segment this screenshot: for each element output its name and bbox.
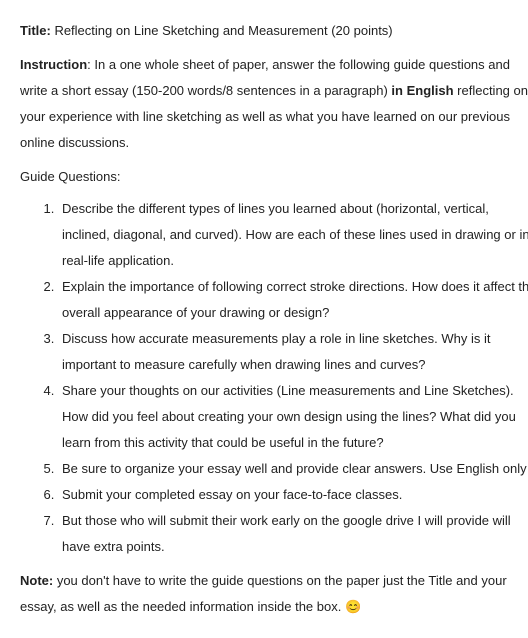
in-english: in English	[391, 83, 453, 98]
guide-heading: Guide Questions:	[20, 164, 528, 190]
note-line-1: Note: you don't have to write the guide …	[20, 568, 528, 594]
title-text: Reflecting on Line Sketching and Measure…	[51, 23, 393, 38]
note-label: Note:	[20, 573, 53, 588]
q3-line-2: important to measure carefully when draw…	[62, 352, 528, 378]
question-6: Submit your completed essay on your face…	[58, 482, 528, 508]
note-text-2: essay, as well as the needed information…	[20, 599, 345, 614]
q7-line-1: But those who will submit their work ear…	[62, 508, 528, 534]
question-7: But those who will submit their work ear…	[58, 508, 528, 560]
title-label: Title:	[20, 23, 51, 38]
note-text-1: you don't have to write the guide questi…	[53, 573, 506, 588]
smile-icon: 😊	[345, 599, 361, 614]
note-line-2: essay, as well as the needed information…	[20, 594, 528, 620]
q6-line-1: Submit your completed essay on your face…	[62, 482, 528, 508]
q1-line-2: inclined, diagonal, and curved). How are…	[62, 222, 528, 248]
q4-line-1: Share your thoughts on our activities (L…	[62, 378, 528, 404]
q3-line-1: Discuss how accurate measurements play a…	[62, 326, 528, 352]
q1-line-3: real-life application.	[62, 248, 528, 274]
question-3: Discuss how accurate measurements play a…	[58, 326, 528, 378]
instruction-line-2: write a short essay (150-200 words/8 sen…	[20, 78, 528, 104]
instruction-text-1: : In a one whole sheet of paper, answer …	[87, 57, 510, 72]
question-4: Share your thoughts on our activities (L…	[58, 378, 528, 456]
title-line: Title: Reflecting on Line Sketching and …	[20, 18, 528, 44]
q2-line-2: overall appearance of your drawing or de…	[62, 300, 528, 326]
instruction-line-1: Instruction: In a one whole sheet of pap…	[20, 52, 528, 78]
question-5: Be sure to organize your essay well and …	[58, 456, 528, 482]
q2-line-1: Explain the importance of following corr…	[62, 274, 528, 300]
question-2: Explain the importance of following corr…	[58, 274, 528, 326]
instruction-text-2a: write a short essay (150-200 words/8 sen…	[20, 83, 391, 98]
instruction-label: Instruction	[20, 57, 87, 72]
q4-line-2: How did you feel about creating your own…	[62, 404, 528, 430]
q4-line-3: learn from this activity that could be u…	[62, 430, 528, 456]
instruction-line-3: your experience with line sketching as w…	[20, 104, 528, 130]
q1-line-1: Describe the different types of lines yo…	[62, 196, 528, 222]
q7-line-2: have extra points.	[62, 534, 528, 560]
q5-line-1: Be sure to organize your essay well and …	[62, 456, 528, 482]
instruction-text-2b: reflecting on	[454, 83, 528, 98]
guide-questions-list: Describe the different types of lines yo…	[20, 196, 528, 560]
instruction-line-4: online discussions.	[20, 130, 528, 156]
question-1: Describe the different types of lines yo…	[58, 196, 528, 274]
